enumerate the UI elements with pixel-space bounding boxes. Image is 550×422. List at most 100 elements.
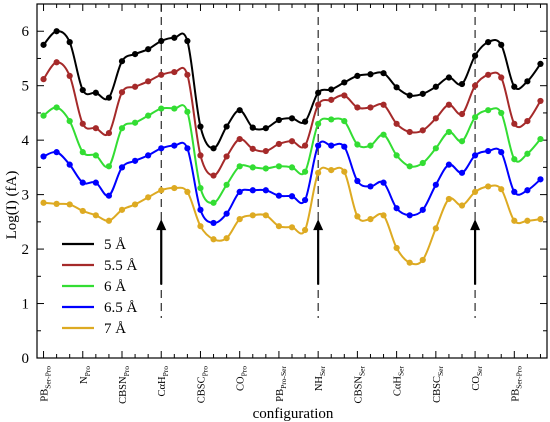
series-point-0 xyxy=(432,83,439,90)
series-point-4 xyxy=(341,168,348,175)
series-point-0 xyxy=(40,41,47,48)
series-point-1 xyxy=(315,101,322,108)
x-axis-title: configuration xyxy=(253,406,334,422)
series-point-0 xyxy=(145,46,152,53)
series-point-2 xyxy=(118,125,126,132)
series-point-1 xyxy=(341,92,348,99)
series-point-4 xyxy=(288,224,296,231)
series-point-1 xyxy=(406,128,413,136)
series-point-3 xyxy=(406,212,413,219)
series-line-3 xyxy=(43,140,542,224)
series-point-2 xyxy=(419,159,426,167)
series-point-3 xyxy=(66,161,73,168)
series-point-1 xyxy=(145,78,152,85)
series-point-0 xyxy=(92,89,99,96)
series-point-0 xyxy=(458,80,466,88)
series-point-4 xyxy=(432,225,439,232)
series-point-2 xyxy=(197,184,204,192)
series-point-4 xyxy=(393,244,400,252)
series-point-2 xyxy=(471,114,479,121)
series-point-0 xyxy=(301,118,309,125)
series-point-3 xyxy=(367,183,374,190)
series-point-2 xyxy=(485,107,492,114)
series-point-2 xyxy=(158,105,165,112)
series-point-0 xyxy=(131,51,139,58)
legend-label: 7 Å xyxy=(104,321,126,337)
series-point-2 xyxy=(393,152,400,159)
series-point-4 xyxy=(301,226,309,234)
series-point-1 xyxy=(66,72,73,79)
series-point-2 xyxy=(184,108,191,115)
series-point-3 xyxy=(158,145,165,152)
y-tick-label: 3 xyxy=(22,188,30,204)
series-point-2 xyxy=(171,105,178,112)
series-point-2 xyxy=(354,141,361,148)
series-point-1 xyxy=(524,117,531,125)
series-point-4 xyxy=(458,202,466,209)
series-point-3 xyxy=(92,179,99,186)
series-point-4 xyxy=(118,206,126,213)
series-point-3 xyxy=(380,179,387,186)
series-point-1 xyxy=(223,153,230,160)
series-point-1 xyxy=(354,104,361,111)
x-tick-label: CαHPro xyxy=(157,366,170,397)
series-point-4 xyxy=(236,216,243,223)
series-point-1 xyxy=(419,127,426,134)
series-point-3 xyxy=(471,152,479,159)
series-point-0 xyxy=(66,39,73,46)
series-point-0 xyxy=(236,107,243,114)
series-point-0 xyxy=(471,52,479,59)
plot-area: 0 1 2 3 4 5 6 PBSer-Pro NPro CBSNPro CαHPro CBSCPro… xyxy=(22,3,548,404)
series-point-2 xyxy=(131,119,139,126)
series-point-3 xyxy=(275,192,283,199)
series-point-4 xyxy=(105,217,113,224)
series-point-0 xyxy=(328,86,335,93)
series-point-1 xyxy=(105,129,113,137)
legend-label: 6.5 Å xyxy=(104,300,138,316)
x-tick-label: NHSer xyxy=(314,366,327,392)
series-point-2 xyxy=(524,150,531,157)
series-point-3 xyxy=(315,142,322,149)
series-point-1 xyxy=(498,74,505,81)
x-tick-label: CBSNPro xyxy=(118,366,131,404)
series-point-1 xyxy=(471,82,479,89)
series-point-3 xyxy=(445,161,453,168)
series-point-3 xyxy=(485,147,492,155)
series-point-1 xyxy=(184,71,191,78)
series-point-1 xyxy=(210,172,217,179)
series-point-3 xyxy=(40,153,47,160)
series-point-4 xyxy=(145,194,152,201)
series-point-4 xyxy=(380,212,387,219)
series-point-3 xyxy=(354,177,361,185)
series-point-4 xyxy=(171,184,178,192)
series-point-4 xyxy=(210,236,217,243)
series-point-4 xyxy=(262,212,269,219)
x-tick-label: COSer xyxy=(471,366,484,391)
x-tick-label: PBSer-Pro xyxy=(510,366,523,402)
series-point-2 xyxy=(262,165,269,172)
series-point-0 xyxy=(315,89,322,96)
series-point-1 xyxy=(197,152,204,159)
series-point-0 xyxy=(498,41,505,48)
series-point-2 xyxy=(301,168,309,175)
series-point-4 xyxy=(79,207,86,215)
series-point-0 xyxy=(537,60,544,68)
series-point-4 xyxy=(53,200,60,207)
series-point-3 xyxy=(524,187,531,194)
series-point-4 xyxy=(92,212,99,219)
series-point-2 xyxy=(236,163,243,170)
x-tick-label: PBPro-Ser xyxy=(275,366,288,402)
series-point-4 xyxy=(511,217,518,224)
series-point-1 xyxy=(262,147,269,155)
series-point-0 xyxy=(158,37,165,45)
series-point-3 xyxy=(249,187,256,194)
series-point-4 xyxy=(537,216,544,223)
arrow-head xyxy=(313,219,324,231)
series-point-1 xyxy=(92,125,99,132)
series-point-3 xyxy=(184,145,191,152)
series-point-4 xyxy=(354,213,361,220)
series-point-3 xyxy=(197,206,204,213)
series-point-0 xyxy=(524,78,531,85)
series-point-1 xyxy=(236,135,243,143)
series-point-3 xyxy=(210,219,217,227)
